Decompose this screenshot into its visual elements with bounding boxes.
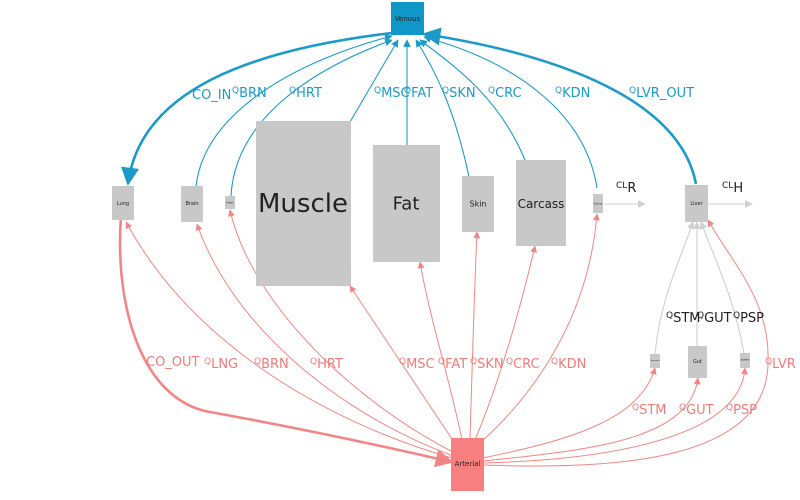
node-fat: Fat: [373, 145, 440, 262]
edge-arterial-to-fat: [417, 261, 463, 441]
node-skin: Skin: [462, 176, 494, 232]
label-q-fat-arterial: QFAT: [438, 357, 467, 372]
node-arterial: Arterial: [451, 438, 484, 491]
node-label-fat: Fat: [393, 194, 420, 215]
label-q-hrt-venous: QHRT: [289, 86, 322, 101]
node-carcass: Carcass: [516, 160, 566, 246]
node-lung: Lung: [112, 186, 134, 220]
label-q-stm-arterial: QSTM: [632, 403, 667, 418]
label-q-fat-venous: QFAT: [404, 86, 433, 101]
label-co-out: CO_OUT: [146, 355, 200, 370]
node-brain: Brain: [181, 186, 203, 222]
edge-arterial-to-stomach: [482, 367, 657, 459]
edge-kidney-to-venous: [423, 35, 598, 189]
node-label-arterial: Arterial: [455, 460, 481, 468]
edge-arterial-to-carcass: [474, 245, 537, 441]
edge-lung-to-arterial: [118, 195, 454, 468]
label-q-msc-venous: QMSC: [374, 86, 410, 101]
arterial-edges: [118, 195, 769, 468]
node-spleen: Spleen: [740, 353, 750, 368]
label-q-kdn-venous: QKDN: [555, 86, 590, 101]
label-q-skn-arterial: QSKN: [470, 357, 504, 372]
edge-arterial-to-skin: [469, 231, 481, 441]
node-heart: Heart: [225, 196, 235, 209]
node-liver: Liver: [685, 185, 708, 222]
node-gut: Gut: [688, 346, 707, 378]
label-co-in: CO_IN: [192, 88, 231, 103]
label-q-brn-venous: QBRN: [232, 86, 267, 101]
label-q-hrt-arterial: QHRT: [310, 357, 343, 372]
node-label-brain: Brain: [185, 201, 198, 207]
edge-spleen-to-liver: [699, 221, 745, 355]
node-label-skin: Skin: [469, 200, 486, 209]
node-label-muscle: Muscle: [258, 189, 348, 219]
edge-carcass-to-venous: [419, 39, 526, 161]
label-q-msc-arterial: QMSC: [399, 357, 435, 372]
node-label-gut: Gut: [693, 359, 702, 365]
node-label-venous: Venous: [395, 15, 421, 23]
node-label-kidney: Kidney: [594, 202, 603, 206]
edge-muscle-to-venous: [349, 39, 399, 123]
label-q-stm-portal: QSTM: [666, 311, 701, 326]
portal-flow-labels: QSTM QGUT QPSP: [666, 311, 764, 326]
label-q-crc-arterial: QCRC: [506, 357, 540, 372]
label-q-gut-arterial: QGUT: [679, 403, 714, 418]
node-kidney: Kidney: [593, 194, 603, 213]
edge-arterial-to-brain: [195, 223, 454, 457]
label-cl-hepatic: CLH: [722, 181, 743, 196]
edge-venous-to-lung: [121, 31, 393, 186]
venous-flow-labels: CO_IN QBRN QHRT QMSC QFAT QSKN QCRC QKDN…: [192, 86, 694, 103]
node-stomach: Stomach: [650, 354, 660, 368]
node-muscle: Muscle: [256, 121, 351, 286]
node-label-stomach: Stomach: [651, 359, 661, 362]
label-q-psp-arterial: QPSP: [726, 403, 757, 418]
node-venous: Venous: [391, 2, 424, 35]
label-q-brn-arterial: QBRN: [254, 357, 289, 372]
portal-edges: [604, 200, 753, 355]
edge-arterial-to-spleen: [482, 367, 749, 464]
edge-brain-to-venous: [195, 34, 393, 187]
venous-edges: [121, 27, 698, 197]
edge-arterial-to-kidney: [479, 213, 600, 444]
label-q-lvr: QLVR: [765, 357, 796, 372]
edge-skin-to-venous: [415, 39, 470, 178]
label-q-kdn-arterial: QKDN: [551, 357, 586, 372]
node-label-heart: Heart: [227, 201, 234, 205]
label-q-skn-venous: QSKN: [442, 86, 476, 101]
edge-heart-to-venous: [230, 38, 393, 197]
label-q-psp-portal: QPSP: [733, 311, 764, 326]
edge-arterial-to-heart: [227, 209, 456, 454]
label-q-lvr-out: QLVR_OUT: [629, 86, 694, 101]
edge-arterial-to-liver: [482, 219, 769, 467]
node-label-liver: Liver: [690, 201, 703, 207]
label-q-gut-portal: QGUT: [697, 311, 732, 326]
arterial-flow-labels: CO_OUT QLNG QBRN QHRT QMSC QFAT QSKN QCR…: [146, 355, 796, 418]
edge-arterial-to-lung: [125, 221, 453, 459]
label-q-crc-venous: QCRC: [488, 86, 522, 101]
edge-stomach-to-liver: [654, 221, 695, 355]
node-label-carcass: Carcass: [518, 197, 565, 211]
edge-liver-to-venous: [422, 27, 698, 185]
clearance-labels: CLR CLH: [616, 181, 743, 196]
edge-arterial-to-gut: [482, 377, 701, 462]
edge-arterial-to-muscle: [349, 285, 459, 449]
label-q-lng: QLNG: [204, 357, 238, 372]
node-label-spleen: Spleen: [741, 358, 750, 362]
node-label-lung: Lung: [117, 201, 129, 207]
label-cl-renal: CLR: [616, 181, 636, 196]
